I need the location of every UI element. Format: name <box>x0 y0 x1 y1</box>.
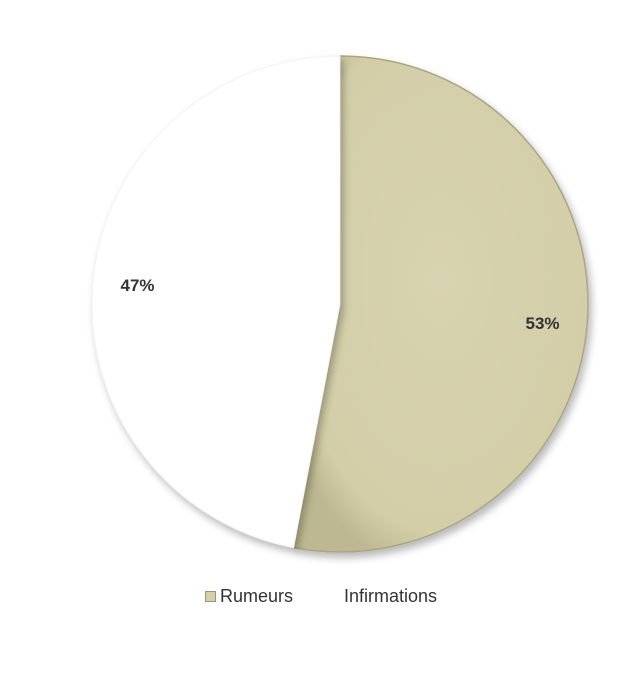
legend-label-rumeurs: Rumeurs <box>219 586 293 606</box>
data-label-rumeurs: 53% <box>525 314 559 333</box>
legend-swatch-infirmations <box>329 591 340 602</box>
pie-slice-infirmations <box>91 55 341 549</box>
pie-slices <box>91 55 589 553</box>
legend-item-rumeurs: Rumeurs <box>204 586 293 607</box>
data-label-infirmations: 47% <box>120 276 154 295</box>
legend-item-infirmations: Infirmations <box>329 586 437 607</box>
legend-label-infirmations: Infirmations <box>343 586 438 606</box>
chart-legend: Rumeurs Infirmations <box>0 586 642 607</box>
pie-data-labels: 53% 47% <box>120 276 559 333</box>
pie-slice-rumeurs <box>292 55 589 553</box>
legend-swatch-rumeurs <box>204 591 216 602</box>
